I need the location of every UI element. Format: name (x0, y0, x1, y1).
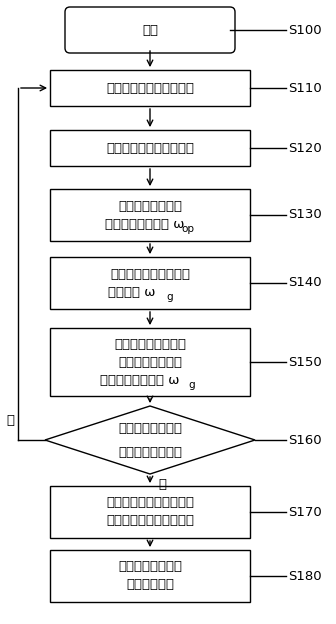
Bar (50, 486, 250, 538)
Bar (50, 130, 250, 166)
Text: S140: S140 (288, 276, 322, 290)
Polygon shape (45, 406, 255, 474)
Text: 启动反向电动制动，以及: 启动反向电动制动，以及 (106, 497, 194, 510)
FancyBboxPatch shape (65, 7, 235, 53)
Text: 快速达到期望转速 ω: 快速达到期望转速 ω (100, 374, 180, 386)
Text: 期望转速 ω: 期望转速 ω (108, 286, 156, 298)
Text: 风力机的最优转速 ω: 风力机的最优转速 ω (105, 218, 185, 230)
Text: 开始: 开始 (142, 24, 158, 36)
Text: S170: S170 (288, 505, 322, 519)
Text: 否: 否 (6, 414, 14, 426)
Text: S100: S100 (288, 24, 322, 36)
Text: 获取旋转主轴的垂直倾角: 获取旋转主轴的垂直倾角 (106, 82, 194, 94)
Text: 最大安全调控阈值: 最大安全调控阈值 (118, 446, 182, 459)
Text: 发送故障停机信号: 发送故障停机信号 (118, 560, 182, 573)
Bar (50, 189, 250, 241)
Text: 风力发电机的转速: 风力发电机的转速 (118, 356, 182, 369)
Bar (50, 70, 250, 106)
Text: S180: S180 (288, 570, 322, 582)
Text: 计算旋转主轴的振颤烈度: 计算旋转主轴的振颤烈度 (106, 142, 194, 155)
Text: S110: S110 (288, 82, 322, 94)
Text: S130: S130 (288, 208, 322, 222)
Text: 转速内环控制器驱使: 转速内环控制器驱使 (114, 338, 186, 351)
Text: 分析确定风力发电机的: 分析确定风力发电机的 (110, 268, 190, 281)
Text: S150: S150 (288, 356, 322, 369)
Text: S160: S160 (288, 434, 322, 447)
Bar (50, 550, 250, 602)
Bar (50, 257, 250, 309)
Text: 是: 是 (158, 477, 166, 490)
Text: 振颤烈度是否超过: 振颤烈度是否超过 (118, 421, 182, 434)
Text: g: g (167, 292, 173, 302)
Text: 根据当前风速计算: 根据当前风速计算 (118, 200, 182, 213)
Text: op: op (181, 224, 195, 234)
Text: 等待复位重启: 等待复位重启 (126, 578, 174, 592)
Text: g: g (189, 380, 195, 390)
Text: 旋转主轴的电磁抱刹机构: 旋转主轴的电磁抱刹机构 (106, 515, 194, 527)
Text: S120: S120 (288, 142, 322, 155)
Bar (50, 328, 250, 396)
